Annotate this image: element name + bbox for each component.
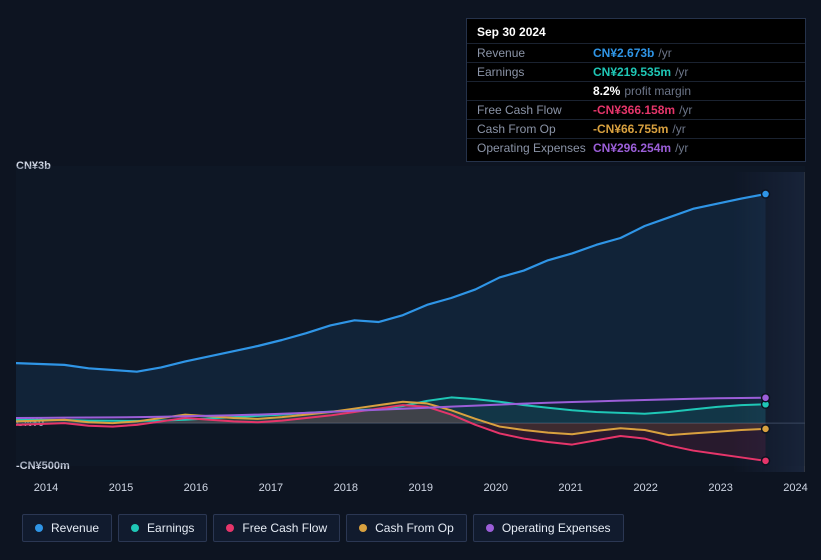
x-tick-label: 2017: [259, 482, 283, 494]
tooltip-row-suffix: /yr: [672, 122, 685, 136]
legend-dot-icon: [131, 524, 139, 532]
legend-label: Free Cash Flow: [242, 521, 327, 535]
legend-label: Operating Expenses: [502, 521, 611, 535]
tooltip-row-suffix: profit margin: [624, 84, 691, 98]
x-tick-label: 2022: [633, 482, 657, 494]
x-tick-label: 2024: [783, 482, 807, 494]
tooltip-row-label: Free Cash Flow: [477, 103, 593, 117]
legend-item[interactable]: Operating Expenses: [473, 514, 624, 542]
financial-chart[interactable]: CN¥3bCN¥0-CN¥500m 2014201520162017201820…: [16, 152, 805, 500]
legend-dot-icon: [35, 524, 43, 532]
tooltip-row: Cash From Op-CN¥66.755m/yr: [467, 119, 805, 138]
tooltip-row-suffix: /yr: [658, 46, 671, 60]
legend-item[interactable]: Revenue: [22, 514, 112, 542]
x-tick-label: 2015: [109, 482, 133, 494]
x-axis-labels: 2014 2015 2016 2017 2018 2019 2020 2021 2022 2023…: [16, 480, 805, 500]
tooltip-row-value: CN¥2.673b: [593, 46, 654, 60]
tooltip-row-value: 8.2%: [593, 84, 620, 98]
hover-tooltip: Sep 30 2024 RevenueCN¥2.673b/yrEarningsC…: [466, 18, 806, 162]
tooltip-row-suffix: /yr: [679, 103, 692, 117]
x-tick-label: 2019: [409, 482, 433, 494]
legend-dot-icon: [359, 524, 367, 532]
legend-label: Earnings: [147, 521, 194, 535]
tooltip-row-label: Revenue: [477, 46, 593, 60]
tooltip-date: Sep 30 2024: [467, 23, 805, 43]
legend-dot-icon: [226, 524, 234, 532]
x-tick-label: 2023: [708, 482, 732, 494]
tooltip-row: Free Cash Flow-CN¥366.158m/yr: [467, 100, 805, 119]
x-tick-label: 2014: [34, 482, 58, 494]
tooltip-row: 8.2% profit margin: [467, 81, 805, 100]
tooltip-row: RevenueCN¥2.673b/yr: [467, 43, 805, 62]
tooltip-row-label: Cash From Op: [477, 122, 593, 136]
tooltip-row-value: CN¥219.535m: [593, 65, 671, 79]
legend-label: Cash From Op: [375, 521, 454, 535]
legend-label: Revenue: [51, 521, 99, 535]
tooltip-row-value: -CN¥66.755m: [593, 122, 668, 136]
tooltip-row-value: -CN¥366.158m: [593, 103, 675, 117]
x-tick-label: 2020: [483, 482, 507, 494]
tooltip-row-suffix: /yr: [675, 65, 688, 79]
tooltip-row: EarningsCN¥219.535m/yr: [467, 62, 805, 81]
x-tick-label: 2016: [184, 482, 208, 494]
tooltip-rows: RevenueCN¥2.673b/yrEarningsCN¥219.535m/y…: [467, 43, 805, 157]
legend-item[interactable]: Free Cash Flow: [213, 514, 340, 542]
x-tick-label: 2021: [558, 482, 582, 494]
legend-item[interactable]: Earnings: [118, 514, 207, 542]
chart-legend: Revenue Earnings Free Cash Flow Cash From O…: [22, 514, 624, 542]
chart-plot-area[interactable]: [16, 152, 805, 472]
x-tick-label: 2018: [334, 482, 358, 494]
legend-item[interactable]: Cash From Op: [346, 514, 467, 542]
legend-dot-icon: [486, 524, 494, 532]
tooltip-row-label: Earnings: [477, 65, 593, 79]
tooltip-row-label: [477, 84, 593, 98]
